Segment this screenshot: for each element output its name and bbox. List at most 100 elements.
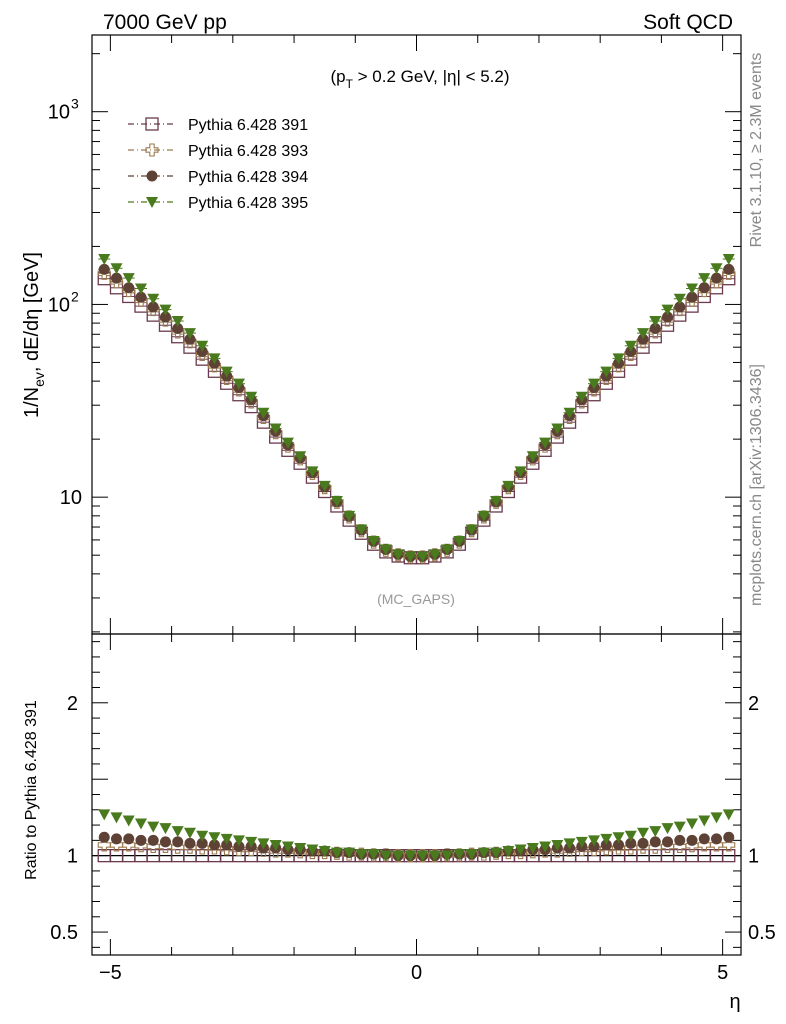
ratio-y-tick-label-right: 1 xyxy=(748,846,759,868)
legend-entry-label: Pythia 6.428 393 xyxy=(188,143,308,160)
ratio-point xyxy=(183,827,196,839)
y-tick-exponent: 3 xyxy=(71,96,79,112)
data-point xyxy=(232,378,245,390)
header-right-label: Soft QCD xyxy=(643,11,733,34)
ratio-point xyxy=(343,847,356,859)
ratio-y-tick-label-right: 0.5 xyxy=(748,922,776,944)
data-point xyxy=(698,282,710,294)
data-point xyxy=(343,510,356,522)
ratio-point xyxy=(600,833,613,845)
data-point xyxy=(220,366,233,378)
data-point xyxy=(257,407,270,419)
ratio-point xyxy=(465,849,478,861)
data-point xyxy=(624,340,637,352)
data-point xyxy=(110,272,122,284)
data-point xyxy=(637,328,650,340)
y-label-part-1: 1/N xyxy=(21,387,43,418)
ratio-point xyxy=(575,836,588,848)
data-point xyxy=(147,301,159,313)
ratio-point xyxy=(711,833,723,845)
ratio-point xyxy=(673,821,686,833)
data-point xyxy=(318,480,331,492)
y-axis-label-main: 1/Nev, dE/dη [GeV] xyxy=(21,252,47,418)
ratio-point xyxy=(233,840,245,852)
data-point xyxy=(477,510,490,522)
legend-entry-label: Pythia 6.428 394 xyxy=(188,169,308,186)
ratio-point xyxy=(123,833,135,845)
ratio-point xyxy=(147,821,160,833)
data-point xyxy=(184,333,196,345)
data-point xyxy=(110,263,123,275)
ratio-point xyxy=(294,843,307,854)
ratio-point xyxy=(661,823,674,835)
y-tick-label: 10 xyxy=(60,487,82,509)
data-point xyxy=(674,301,686,313)
data-point xyxy=(502,480,515,492)
header-left-label: 7000 GeV pp xyxy=(103,11,227,34)
ratio-point xyxy=(649,836,661,848)
legend-marker xyxy=(146,170,158,182)
rivet-label: Rivet 3.1.10, ≥ 2.3M events xyxy=(748,53,765,248)
data-point xyxy=(379,544,392,556)
data-point xyxy=(723,263,735,275)
legend-marker xyxy=(146,197,158,208)
ratio-point xyxy=(220,833,233,845)
data-point xyxy=(649,316,662,328)
ratio-point xyxy=(98,809,111,821)
ratio-point xyxy=(428,850,441,862)
ratio-y-tick-label-right: 2 xyxy=(748,693,759,715)
ratio-point xyxy=(269,839,282,851)
ratio-point xyxy=(637,837,649,849)
data-point xyxy=(551,423,564,435)
ratio-point xyxy=(98,831,110,843)
data-point xyxy=(563,407,576,419)
data-point xyxy=(661,304,674,316)
ratio-panel: −5 0 5 2 2 1 1 0.5 0.5 xyxy=(50,633,776,984)
data-point xyxy=(392,549,405,561)
source-label: mcplots.cern.ch [arXiv:1306.3436] xyxy=(748,364,765,606)
ratio-point xyxy=(563,838,576,850)
ratio-point xyxy=(330,847,343,859)
ratio-point xyxy=(208,832,221,844)
y-label-subscript: ev xyxy=(31,372,47,387)
ratio-point xyxy=(453,849,466,861)
ratio-point xyxy=(110,833,122,845)
ratio-point xyxy=(134,818,147,830)
ratio-point xyxy=(625,837,637,849)
data-point xyxy=(612,353,625,365)
ratio-point xyxy=(710,812,723,824)
ratio-point xyxy=(379,850,392,862)
ratio-y-tick-label: 2 xyxy=(67,693,78,715)
ratio-point xyxy=(637,827,650,839)
ratio-point xyxy=(490,847,503,859)
data-point xyxy=(428,549,441,561)
x-tick-label: 0 xyxy=(411,962,422,984)
data-point xyxy=(171,316,184,328)
ratio-point xyxy=(184,837,196,849)
ratio-point xyxy=(392,850,405,862)
x-tick-label: −5 xyxy=(99,962,122,984)
ratio-point xyxy=(221,839,233,851)
ratio-point xyxy=(355,849,368,861)
data-point xyxy=(662,311,674,323)
y-tick-label: 10 xyxy=(48,102,70,124)
data-point xyxy=(637,333,649,345)
data-point xyxy=(600,366,613,378)
data-point xyxy=(514,466,527,478)
legend-marker xyxy=(145,143,159,157)
legend-entry-label: Pythia 6.428 395 xyxy=(188,195,308,212)
ratio-point xyxy=(723,831,735,843)
ratio-y-tick-label: 0.5 xyxy=(50,922,78,944)
cut-label-text-2: > 0.2 GeV, |η| < 5.2) xyxy=(353,67,510,86)
data-point xyxy=(710,263,723,275)
data-point xyxy=(404,551,417,563)
data-point xyxy=(330,496,343,508)
data-point xyxy=(698,273,711,285)
ratio-point xyxy=(196,830,209,842)
legend-entry-label: Pythia 6.428 391 xyxy=(188,117,308,134)
data-point xyxy=(208,353,221,365)
ratio-point xyxy=(172,836,184,848)
data-point xyxy=(441,544,454,556)
